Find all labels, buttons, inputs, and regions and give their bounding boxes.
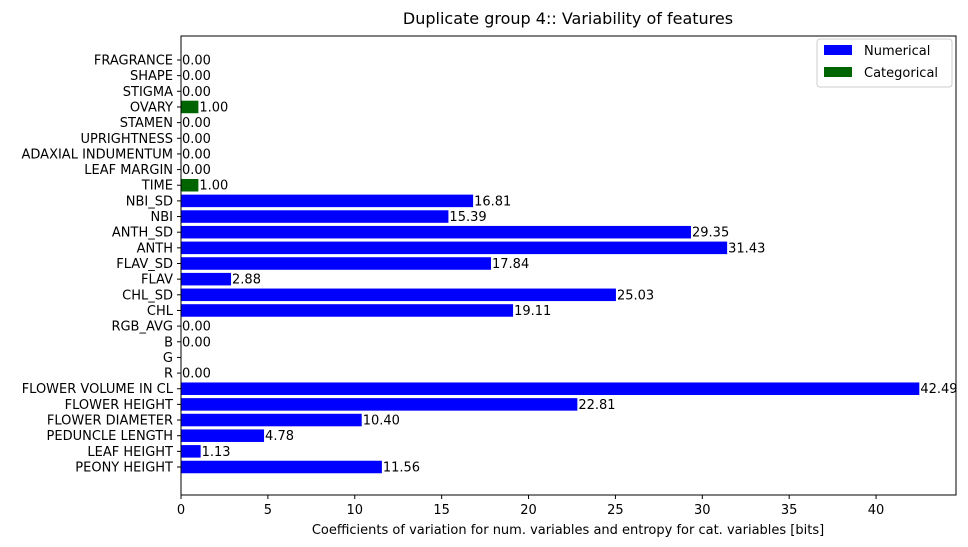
value-label-stamen: 0.00 bbox=[182, 116, 211, 131]
value-label-peduncle-length: 4.78 bbox=[265, 429, 294, 444]
bars-layer bbox=[181, 100, 920, 474]
value-label-b: 0.00 bbox=[182, 335, 211, 350]
y-tick-label-rgb-avg: RGB_AVG bbox=[111, 320, 173, 335]
y-tick-label-anth-sd: ANTH_SD bbox=[112, 226, 173, 241]
y-tick-label-flower-volume-in-cl: FLOWER VOLUME IN CL bbox=[22, 382, 174, 397]
x-tick-label: 5 bbox=[264, 503, 272, 518]
y-tick-label-anth: ANTH bbox=[137, 241, 173, 256]
y-tick-label-stigma: STIGMA bbox=[123, 85, 173, 100]
y-tick-label-chl-sd: CHL_SD bbox=[122, 288, 173, 303]
y-tick-label-peony-height: PEONY HEIGHT bbox=[75, 461, 173, 476]
x-axis-ticks: 0 5 10 15 20 25 30 35 40 bbox=[177, 495, 884, 518]
bar-time bbox=[181, 178, 199, 192]
y-tick-label-leaf-height: LEAF HEIGHT bbox=[87, 445, 173, 460]
bar-flav bbox=[181, 272, 232, 286]
bar-chl-sd bbox=[181, 288, 616, 302]
bar-anth-sd bbox=[181, 225, 692, 239]
value-label-peony-height: 11.56 bbox=[383, 461, 420, 476]
legend-label-categorical: Categorical bbox=[864, 66, 938, 81]
y-tick-label-flower-diameter: FLOWER DIAMETER bbox=[47, 414, 173, 429]
bar-leaf-height bbox=[181, 445, 201, 458]
value-label-r: 0.00 bbox=[182, 367, 211, 382]
bar-ovary bbox=[181, 100, 199, 114]
y-tick-label-peduncle-length: PEDUNCLE LENGTH bbox=[47, 429, 173, 444]
value-label-anth-sd: 29.35 bbox=[692, 226, 729, 241]
y-tick-label-time: TIME bbox=[141, 179, 173, 194]
value-label-chl-sd: 25.03 bbox=[617, 288, 654, 303]
value-label-chl: 19.11 bbox=[514, 304, 551, 319]
legend-label-numerical: Numerical bbox=[864, 44, 930, 59]
y-tick-label-b: B bbox=[164, 335, 173, 350]
bar-flower-volume-in-cl bbox=[181, 382, 920, 395]
y-tick-label-shape: SHAPE bbox=[130, 69, 173, 84]
value-label-nbi-sd: 16.81 bbox=[474, 194, 511, 209]
y-tick-label-stamen: STAMEN bbox=[120, 116, 173, 131]
value-label-flower-volume-in-cl: 42.49 bbox=[920, 382, 957, 397]
y-tick-label-flav-sd: FLAV_SD bbox=[116, 257, 173, 272]
bar-chl bbox=[181, 304, 514, 317]
x-tick-label: 15 bbox=[433, 503, 450, 518]
x-tick-label: 35 bbox=[781, 503, 798, 518]
bar-anth bbox=[181, 241, 728, 255]
y-tick-label-leaf-margin: LEAF MARGIN bbox=[84, 163, 173, 178]
value-label-ovary: 1.00 bbox=[199, 100, 228, 115]
legend-swatch-numerical bbox=[824, 45, 852, 55]
value-label-flower-diameter: 10.40 bbox=[363, 414, 400, 429]
value-label-flav-sd: 17.84 bbox=[492, 257, 529, 272]
legend-swatch-categorical bbox=[824, 67, 852, 77]
chart-title: Duplicate group 4:: Variability of featu… bbox=[403, 9, 733, 28]
bar-flower-height bbox=[181, 398, 578, 411]
x-tick-label: 20 bbox=[520, 503, 537, 518]
value-label-anth: 31.43 bbox=[728, 241, 765, 256]
bar-peony-height bbox=[181, 460, 382, 474]
y-tick-label-r: R bbox=[164, 367, 173, 382]
y-tick-label-chl: CHL bbox=[147, 304, 174, 319]
x-axis-title: Coefficients of variation for num. varia… bbox=[312, 523, 824, 538]
value-label-nbi: 15.39 bbox=[449, 210, 486, 225]
x-tick-label: 25 bbox=[607, 503, 624, 518]
x-tick-label: 30 bbox=[694, 503, 711, 518]
y-tick-label-adaxial-indumentum: ADAXIAL INDUMENTUM bbox=[22, 147, 174, 162]
value-label-shape: 0.00 bbox=[182, 69, 211, 84]
y-tick-label-g: G bbox=[163, 351, 173, 366]
value-label-fragrance: 0.00 bbox=[182, 54, 211, 69]
bar-nbi-sd bbox=[181, 194, 474, 208]
bar-flower-diameter bbox=[181, 413, 362, 427]
bar-flav-sd bbox=[181, 257, 491, 270]
value-label-rgb-avg: 0.00 bbox=[182, 320, 211, 335]
bar-peduncle-length bbox=[181, 429, 265, 442]
plot-frame bbox=[180, 35, 957, 496]
value-label-flav: 2.88 bbox=[232, 273, 261, 288]
value-label-leaf-height: 1.13 bbox=[202, 445, 231, 460]
value-labels: 11.561.134.7810.4022.8142.490.000.000.00… bbox=[182, 54, 958, 476]
x-tick-label: 0 bbox=[177, 503, 185, 518]
y-tick-label-flower-height: FLOWER HEIGHT bbox=[65, 398, 173, 413]
value-label-stigma: 0.00 bbox=[182, 85, 211, 100]
y-tick-label-uprightness: UPRIGHTNESS bbox=[81, 132, 173, 147]
value-label-adaxial-indumentum: 0.00 bbox=[182, 147, 211, 162]
value-label-uprightness: 0.00 bbox=[182, 132, 211, 147]
y-tick-label-fragrance: FRAGRANCE bbox=[94, 54, 173, 69]
x-tick-label: 10 bbox=[346, 503, 363, 518]
legend: Numerical Categorical bbox=[816, 38, 953, 88]
x-tick-label: 40 bbox=[868, 503, 885, 518]
y-tick-label-nbi-sd: NBI_SD bbox=[126, 194, 173, 209]
value-label-time: 1.00 bbox=[199, 179, 228, 194]
y-tick-label-nbi: NBI bbox=[151, 210, 173, 225]
value-label-leaf-margin: 0.00 bbox=[182, 163, 211, 178]
value-label-flower-height: 22.81 bbox=[578, 398, 615, 413]
y-tick-label-flav: FLAV bbox=[141, 273, 173, 288]
y-tick-label-ovary: OVARY bbox=[130, 100, 173, 115]
bar-nbi bbox=[181, 210, 449, 223]
